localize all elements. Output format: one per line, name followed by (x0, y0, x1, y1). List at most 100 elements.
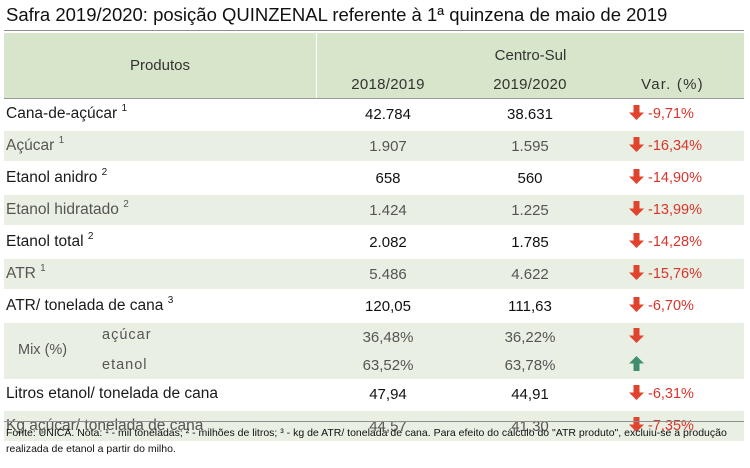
variation-cell (601, 323, 744, 351)
value-2018: 1.907 (317, 131, 459, 163)
row-label: Litros etanol/ tonelada de cana (4, 379, 317, 411)
variation-cell: -16,34% (601, 131, 744, 163)
value-2018: 658 (317, 163, 459, 195)
value-2019: 1.225 (459, 195, 601, 227)
row-label-text: Etanol total (6, 233, 84, 251)
mix-row: 63,52% 63,78% (4, 351, 744, 379)
value-2019: 1.595 (459, 131, 601, 163)
row-footnote-marker: 1 (121, 103, 128, 115)
row-label-text: Etanol anidro (6, 169, 98, 187)
mix-label: Mix (%) (18, 342, 68, 358)
row-footnote-marker: 1 (58, 135, 65, 147)
table-row: ATR 1 5.486 4.622 -15,76% (4, 259, 744, 291)
value-2018: 2.082 (317, 227, 459, 259)
row-footnote-marker: 2 (87, 231, 94, 243)
variation-cell: -14,90% (601, 163, 744, 195)
value-2019: 41,30 (459, 411, 601, 443)
table-body: Cana-de-açúcar 1 42.784 38.631 -9,71% Açúcar… (4, 99, 744, 443)
row-label: Etanol anidro 2 (4, 163, 317, 195)
row-label-text: ATR (6, 265, 36, 283)
value-2018: 1.424 (317, 195, 459, 227)
footnote: Fonte: UNICA. Nota: ¹ - mil toneladas; ²… (6, 427, 727, 455)
header-col-2018: 2018/2019 (317, 71, 459, 98)
down-arrow-icon (629, 385, 644, 400)
table-row: Cana-de-açúcar 1 42.784 38.631 -9,71% (4, 99, 744, 131)
table-row: Etanol total 2 2.082 1.785 -14,28% (4, 227, 744, 259)
mix-value-2019: 36,22% (459, 323, 601, 351)
mix-sub-label: açúcar (102, 327, 152, 343)
row-footnote-marker: 2 (123, 199, 129, 211)
variation-cell: -6,70% (601, 291, 744, 323)
mix-label-cell: Mix (%) açúcar etanol (4, 323, 317, 379)
down-arrow-icon (629, 328, 644, 343)
value-2018: 120,05 (317, 291, 459, 323)
table-row: Etanol anidro 2 658 560 -14,90% (4, 163, 744, 195)
variation-value: -15,76% (648, 266, 703, 282)
harvest-table: Produtos Centro-Sul 2018/2019 2019/2020 … (4, 33, 744, 443)
value-2019: 38.631 (459, 99, 601, 131)
table-row: Etanol hidratado 2 1.424 1.225 -13,99% (4, 195, 744, 227)
row-label: Kg açúcar/ tonelada de cana (4, 411, 317, 443)
mix-value-2018: 63,52% (317, 351, 459, 379)
variation-value: -14,28% (648, 234, 703, 250)
down-arrow-icon (629, 201, 644, 216)
mix-value-2019: 63,78% (459, 351, 601, 379)
row-footnote-marker: 2 (101, 167, 108, 179)
value-2019: 44,91 (459, 379, 601, 411)
row-label: ATR 1 (4, 259, 317, 291)
row-label: Cana-de-açúcar 1 (4, 99, 317, 131)
row-label-text: Açúcar (6, 137, 55, 155)
mix-row: Mix (%) açúcar etanol 36,48% 36,22% (4, 323, 744, 379)
header-col-2019: 2019/2020 (459, 71, 601, 98)
variation-value: -14,90% (648, 170, 703, 186)
mix-sub-label: etanol (102, 357, 148, 373)
variation-cell: -6,31% (601, 379, 744, 411)
header-produtos: Produtos (4, 33, 317, 98)
table-bottom-rule (4, 421, 744, 422)
down-arrow-icon (629, 297, 644, 312)
variation-value: -6,31% (648, 386, 694, 402)
variation-value: -9,71% (648, 106, 694, 122)
row-label: Etanol total 2 (4, 227, 317, 259)
value-2018: 47,94 (317, 379, 459, 411)
page-title: Safra 2019/2020: posição QUINZENAL refer… (6, 4, 668, 25)
variation-cell: -7,35% (601, 411, 744, 443)
table-row: Kg açúcar/ tonelada de cana 44,57 41,30 -7,… (4, 411, 744, 443)
row-label-text: Cana-de-açúcar (6, 105, 118, 123)
down-arrow-icon (629, 137, 644, 152)
variation-value: -6,70% (648, 298, 694, 314)
down-arrow-icon (629, 233, 644, 248)
value-2018: 42.784 (317, 99, 459, 131)
header-col-var: Var. (%) (601, 71, 744, 98)
table-row: Litros etanol/ tonelada de cana 47,94 44,9… (4, 379, 744, 411)
row-footnote-marker: 1 (40, 263, 46, 275)
variation-cell: -15,76% (601, 259, 744, 291)
header-divider (4, 98, 744, 99)
row-label: Açúcar 1 (4, 131, 317, 163)
up-arrow-icon (629, 356, 644, 371)
table-row: Açúcar 1 1.907 1.595 -16,34% (4, 131, 744, 163)
down-arrow-icon (629, 169, 644, 184)
row-label-text: Etanol hidratado (6, 201, 119, 219)
down-arrow-icon (629, 417, 644, 432)
row-label-text: ATR/ tonelada de cana (6, 297, 164, 315)
row-footnote-marker: 3 (167, 295, 174, 307)
value-2019: 111,63 (459, 291, 601, 323)
mix-value-2018: 36,48% (317, 323, 459, 351)
down-arrow-icon (629, 105, 644, 120)
header-region: Centro-Sul (317, 33, 744, 71)
title-divider (4, 30, 744, 31)
header-subrow: 2018/2019 2019/2020 Var. (%) (4, 71, 744, 98)
variation-cell (601, 351, 744, 379)
value-2019: 560 (459, 163, 601, 195)
value-2019: 4.622 (459, 259, 601, 291)
header-row: Produtos Centro-Sul (4, 33, 744, 98)
variation-value: -16,34% (648, 138, 703, 154)
variation-value: -13,99% (648, 202, 703, 218)
value-2019: 1.785 (459, 227, 601, 259)
table-row: ATR/ tonelada de cana 3 120,05 111,63 -6,70… (4, 291, 744, 323)
value-2018: 5.486 (317, 259, 459, 291)
variation-cell: -14,28% (601, 227, 744, 259)
variation-cell: -9,71% (601, 99, 744, 131)
